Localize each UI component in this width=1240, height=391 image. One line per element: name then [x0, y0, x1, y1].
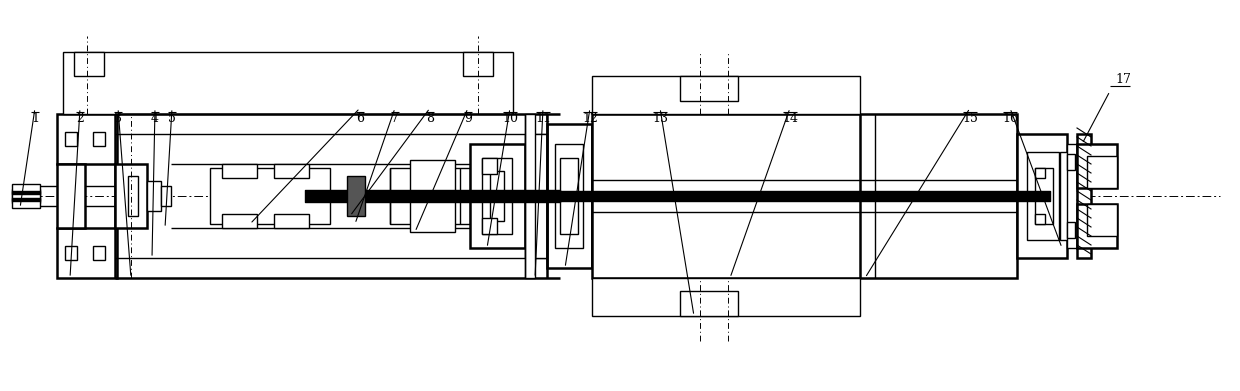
Bar	[63, 52, 513, 114]
Text: 3: 3	[114, 112, 122, 125]
Bar	[347, 176, 365, 216]
Bar	[1078, 134, 1091, 258]
Bar	[64, 132, 77, 146]
Bar	[463, 52, 494, 76]
Bar	[128, 176, 138, 216]
Bar	[210, 168, 330, 224]
Bar	[1035, 168, 1053, 224]
Text: 16: 16	[1002, 112, 1018, 125]
Bar	[1066, 222, 1075, 238]
Bar	[547, 124, 591, 268]
Bar	[391, 168, 470, 224]
Text: 15: 15	[962, 112, 978, 125]
Bar	[1035, 214, 1045, 224]
Bar	[1027, 152, 1059, 240]
Bar	[591, 278, 861, 316]
Bar	[560, 158, 578, 234]
Text: 11: 11	[534, 112, 551, 125]
Bar	[470, 144, 525, 248]
Bar	[74, 52, 104, 76]
Text: 4: 4	[151, 112, 159, 125]
Text: 5: 5	[169, 112, 176, 125]
Text: 8: 8	[427, 112, 434, 125]
Bar	[1078, 204, 1117, 248]
Bar	[57, 228, 117, 278]
Bar	[525, 134, 547, 258]
Bar	[482, 158, 497, 174]
Text: 13: 13	[652, 112, 668, 125]
Bar	[115, 164, 148, 228]
Bar	[93, 246, 105, 260]
Bar	[222, 214, 257, 228]
Bar	[161, 186, 171, 206]
Bar	[490, 171, 503, 221]
Text: 2: 2	[76, 112, 84, 125]
Bar	[148, 181, 161, 211]
Bar	[591, 76, 861, 114]
Bar	[680, 291, 738, 316]
Bar	[1078, 144, 1117, 188]
Bar	[1017, 134, 1066, 258]
Bar	[93, 132, 105, 146]
Bar	[525, 114, 534, 278]
Text: 14: 14	[782, 112, 799, 125]
Bar	[57, 164, 86, 228]
Bar	[12, 191, 40, 194]
Text: 6: 6	[356, 112, 365, 125]
Bar	[274, 214, 309, 228]
Bar	[1087, 156, 1117, 188]
Bar	[680, 76, 738, 101]
Bar	[12, 198, 40, 201]
Text: 10: 10	[502, 112, 518, 125]
Bar	[222, 164, 257, 178]
Bar	[410, 160, 455, 232]
Bar	[556, 144, 583, 248]
Bar	[274, 164, 309, 178]
Bar	[1060, 152, 1083, 240]
Text: 1: 1	[31, 112, 38, 125]
Text: 9: 9	[464, 112, 472, 125]
Bar	[57, 114, 117, 164]
Text: 12: 12	[582, 112, 598, 125]
Bar	[12, 189, 40, 203]
Bar	[1035, 168, 1045, 178]
Text: 7: 7	[391, 112, 399, 125]
Text: 17: 17	[1115, 73, 1131, 86]
Bar	[1066, 154, 1075, 170]
Bar	[1066, 144, 1078, 248]
Bar	[482, 218, 497, 234]
Bar	[64, 246, 77, 260]
Bar	[591, 114, 1017, 278]
Bar	[482, 158, 512, 234]
Bar	[1087, 204, 1117, 236]
Bar	[12, 184, 40, 208]
